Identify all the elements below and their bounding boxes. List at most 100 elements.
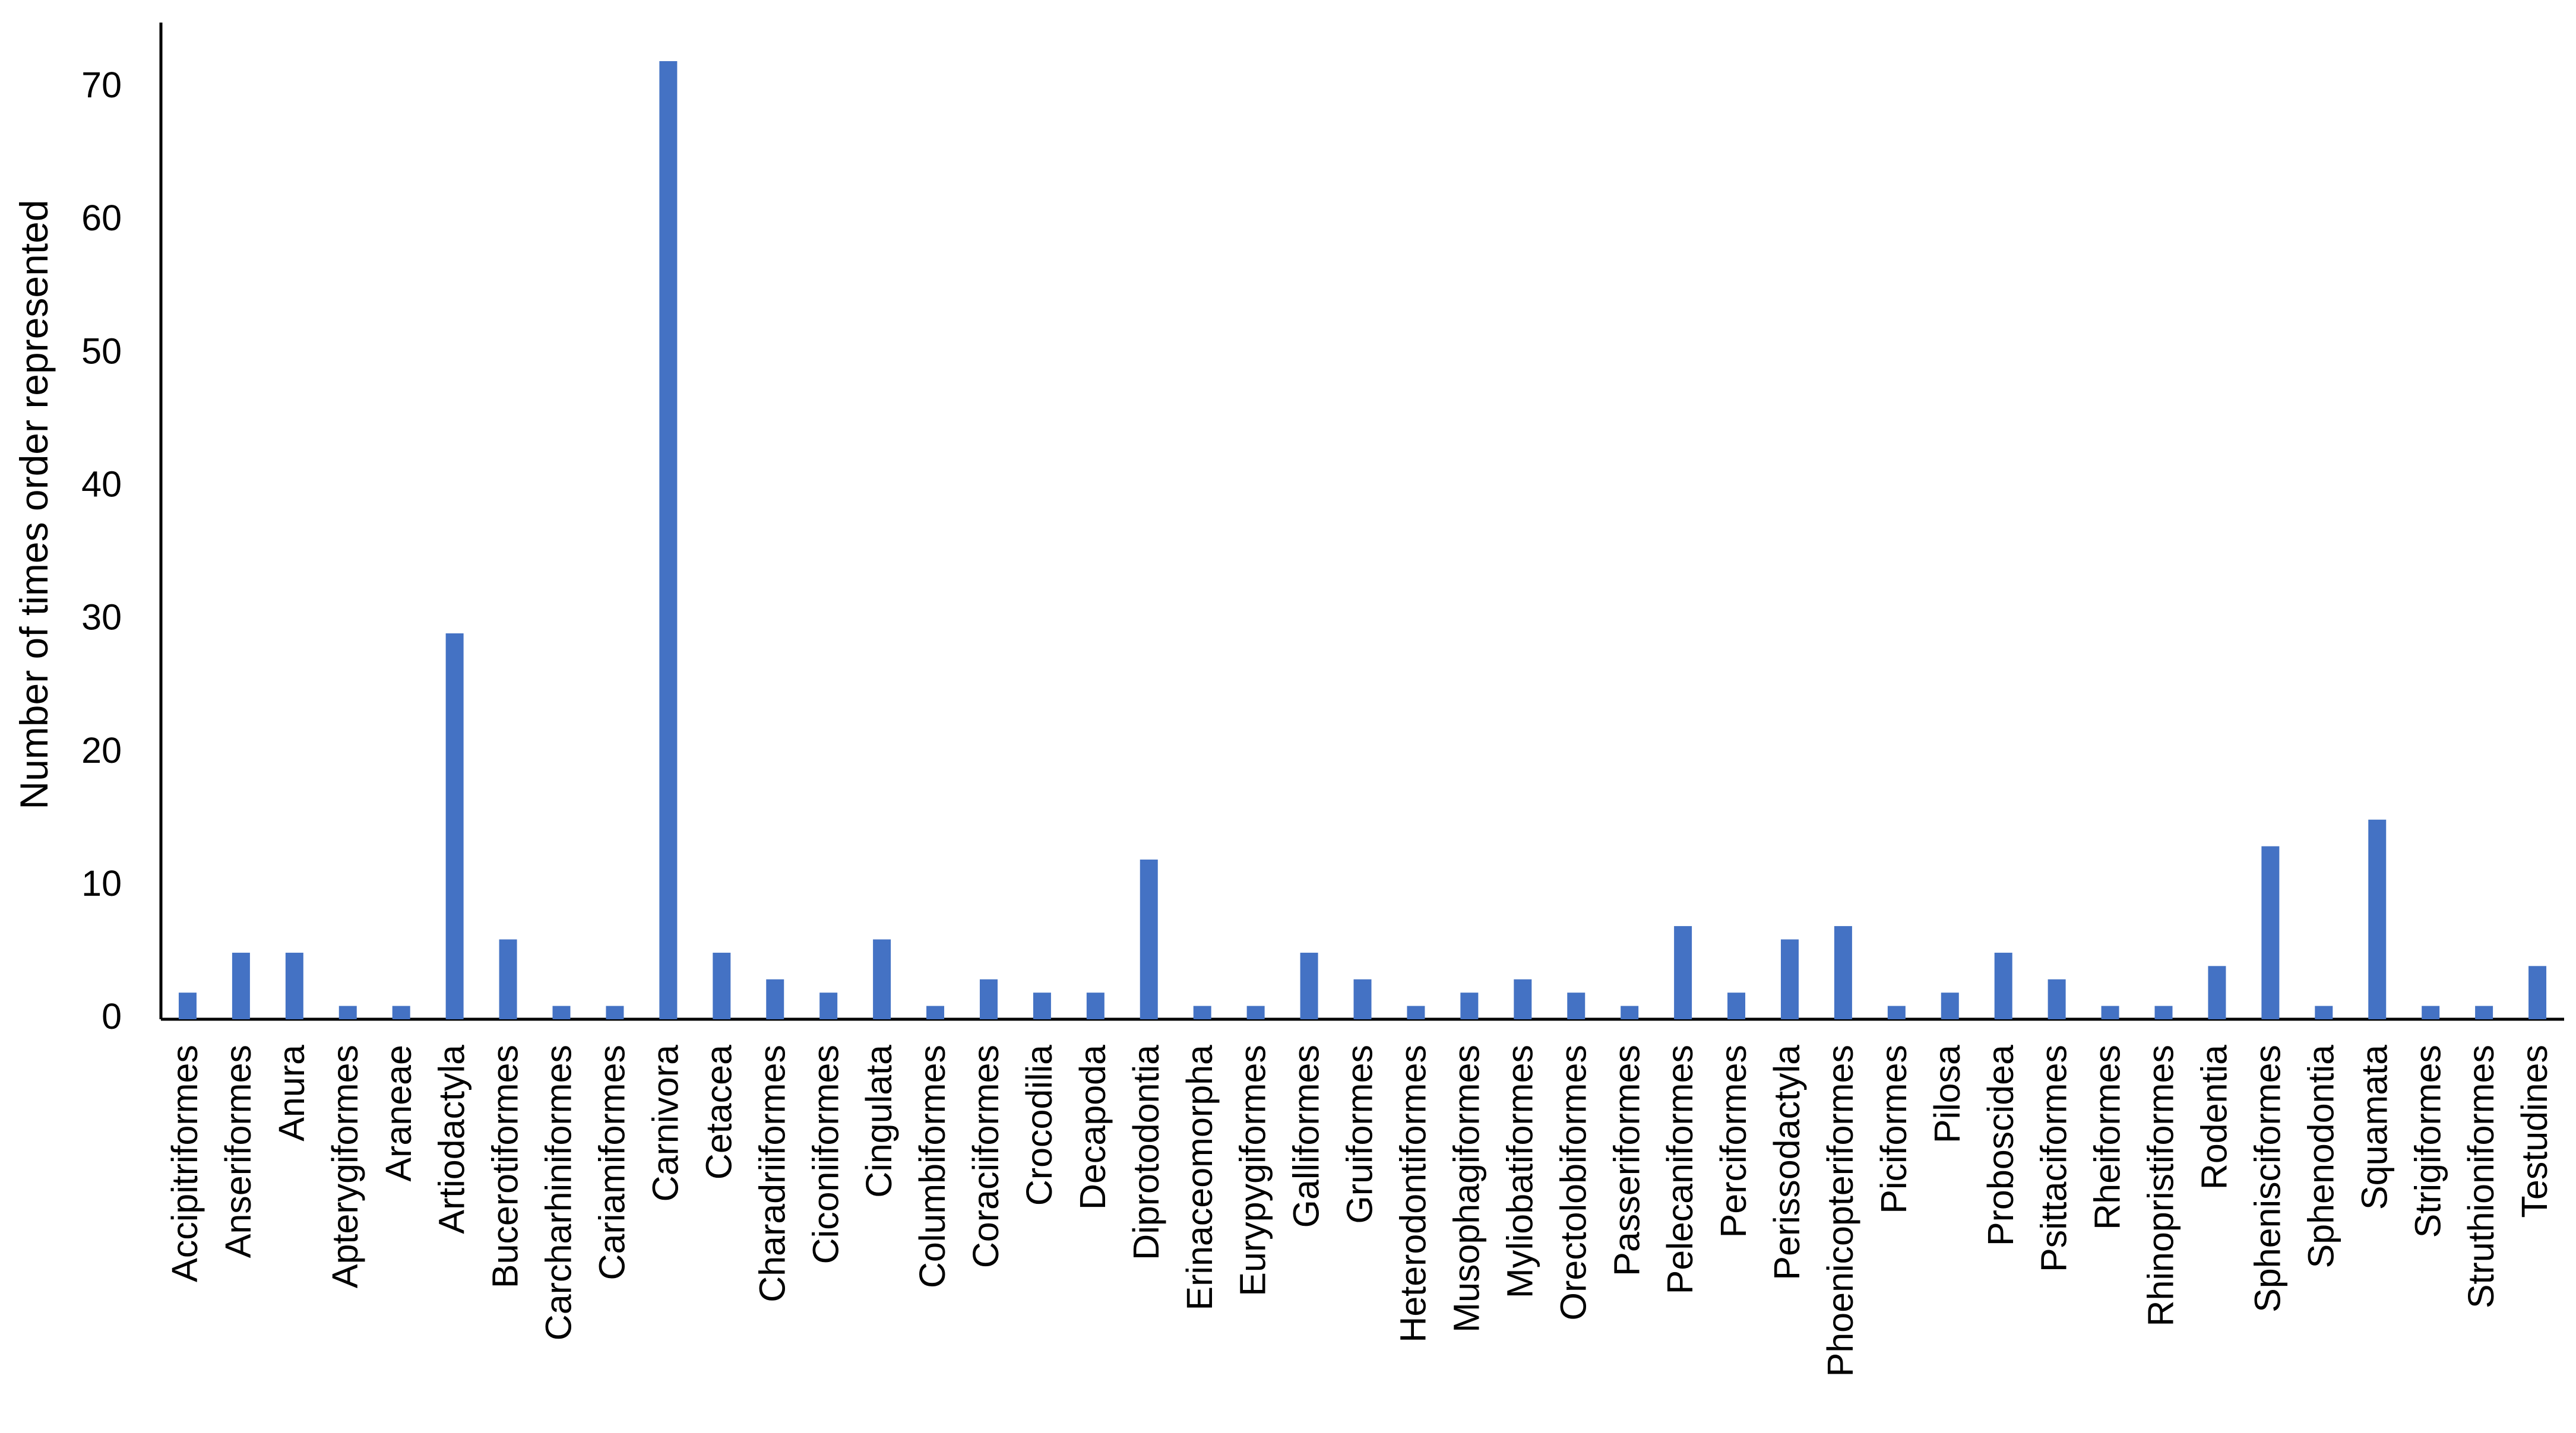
- bar: [1941, 993, 1959, 1019]
- x-tick-label: Musophagiformes: [1446, 1045, 1486, 1333]
- bar: [2528, 966, 2547, 1019]
- x-tick-label: Artiodactyla: [432, 1045, 472, 1234]
- x-tick-label: Anseriformes: [218, 1045, 258, 1258]
- x-tick-label: Cetacea: [698, 1045, 739, 1180]
- x-tick-label: Pilosa: [1927, 1045, 1967, 1143]
- bar: [1887, 1006, 1906, 1019]
- y-axis-title: Number of times order represented: [12, 199, 56, 809]
- x-tick-label: Perissodactyla: [1767, 1045, 1807, 1280]
- x-tick-label: Pelecaniformes: [1660, 1045, 1700, 1294]
- x-tick-label: Galliformes: [1286, 1045, 1327, 1228]
- bar: [338, 1006, 357, 1019]
- x-tick-label: Cingulata: [859, 1045, 899, 1198]
- x-tick-label: Columbiformes: [912, 1045, 952, 1288]
- bars: [178, 61, 2547, 1019]
- bar: [659, 61, 678, 1019]
- y-tick-labels: 0 10 20 30 40 50 60 70: [81, 65, 122, 1036]
- x-tick-label: Cariamiformes: [592, 1045, 632, 1280]
- x-tick-label: Sphenisciformes: [2247, 1045, 2287, 1312]
- bar: [1674, 926, 1692, 1019]
- bar: [285, 952, 303, 1019]
- x-tick-label: Myliobatiformes: [1499, 1045, 1540, 1298]
- bar: [1407, 1006, 1425, 1019]
- bar: [1621, 1006, 1639, 1019]
- bar: [1567, 993, 1586, 1019]
- bar: [1727, 993, 1746, 1019]
- x-tick-label: Squamata: [2354, 1045, 2394, 1210]
- x-tick-label: Accipitriformes: [164, 1045, 205, 1282]
- bar: [979, 979, 998, 1019]
- y-tick-label: 70: [81, 65, 122, 105]
- y-tick-label: 0: [102, 996, 122, 1036]
- bar: [2475, 1006, 2493, 1019]
- x-tick-label: Phoenicopteriformes: [1820, 1045, 1860, 1377]
- x-tick-label: Araneae: [378, 1045, 419, 1182]
- x-tick-label: Rheiformes: [2087, 1045, 2128, 1230]
- x-tick-label: Perciformes: [1713, 1045, 1754, 1238]
- bar: [499, 939, 517, 1019]
- bar: [819, 993, 838, 1019]
- bar: [2422, 1006, 2440, 1019]
- bar: [1353, 979, 1372, 1019]
- x-tick-label: Anura: [271, 1045, 312, 1142]
- bar: [713, 952, 731, 1019]
- category-labels: Accipitriformes Anseriformes Anura Apterygi…: [164, 1045, 2555, 1377]
- x-tick-label: Coraciiformes: [966, 1045, 1006, 1268]
- bar: [1246, 1006, 1265, 1019]
- bar: [232, 952, 250, 1019]
- y-tick-label: 50: [81, 331, 122, 371]
- bar: [2154, 1006, 2173, 1019]
- x-tick-label: Carcharhiniformes: [539, 1045, 579, 1340]
- x-tick-label: Piciformes: [1874, 1045, 1914, 1214]
- bar: [392, 1006, 410, 1019]
- x-tick-label: Ciconiiformes: [805, 1045, 846, 1264]
- x-tick-label: Testudines: [2514, 1045, 2555, 1218]
- bar: [2261, 846, 2280, 1019]
- bar: [1834, 926, 1852, 1019]
- bar: [1780, 939, 1799, 1019]
- bar: [1086, 993, 1105, 1019]
- bar: [1460, 993, 1479, 1019]
- x-tick-label: Bucerotiformes: [485, 1045, 526, 1288]
- bar: [178, 993, 197, 1019]
- x-tick-label: Crocodilia: [1019, 1045, 1059, 1206]
- y-tick-label: 20: [81, 730, 122, 771]
- x-tick-label: Carnivora: [645, 1045, 685, 1202]
- bar: [2315, 1006, 2333, 1019]
- x-tick-label: Diprotodontia: [1126, 1045, 1166, 1260]
- bar: [445, 633, 464, 1019]
- bar: [1514, 979, 1532, 1019]
- bar: [2101, 1006, 2119, 1019]
- bar: [1994, 952, 2012, 1019]
- bar: [873, 939, 891, 1019]
- bar: [2047, 979, 2066, 1019]
- x-tick-label: Heterodontiformes: [1393, 1045, 1433, 1343]
- bar: [1033, 993, 1051, 1019]
- y-tick-label: 30: [81, 597, 122, 638]
- x-tick-label: Gruiformes: [1340, 1045, 1380, 1224]
- x-tick-label: Psittaciformes: [2034, 1045, 2074, 1272]
- x-tick-label: Passeriformes: [1606, 1045, 1647, 1276]
- x-tick-label: Strigiformes: [2407, 1045, 2448, 1238]
- y-tick-label: 40: [81, 464, 122, 504]
- bar: [1300, 952, 1318, 1019]
- y-tick-label: 60: [81, 198, 122, 238]
- bar: [1193, 1006, 1211, 1019]
- bar: [2208, 966, 2226, 1019]
- x-tick-label: Eurypygiformes: [1233, 1045, 1273, 1296]
- bar: [1140, 860, 1158, 1019]
- x-tick-label: Rodentia: [2194, 1045, 2235, 1190]
- bar: [2368, 819, 2387, 1019]
- x-tick-label: Erinaceomorpha: [1179, 1045, 1220, 1311]
- x-tick-label: Proboscidea: [1980, 1045, 2021, 1246]
- x-tick-label: Charadriiformes: [752, 1045, 792, 1302]
- bar: [606, 1006, 624, 1019]
- x-tick-label: Rhinopristiformes: [2141, 1045, 2181, 1327]
- bar: [766, 979, 784, 1019]
- y-tick-label: 10: [81, 863, 122, 903]
- x-tick-label: Decapoda: [1072, 1045, 1113, 1210]
- x-tick-label: Sphenodontia: [2300, 1045, 2341, 1269]
- bar: [552, 1006, 571, 1019]
- x-tick-label: Struthioniformes: [2461, 1045, 2501, 1308]
